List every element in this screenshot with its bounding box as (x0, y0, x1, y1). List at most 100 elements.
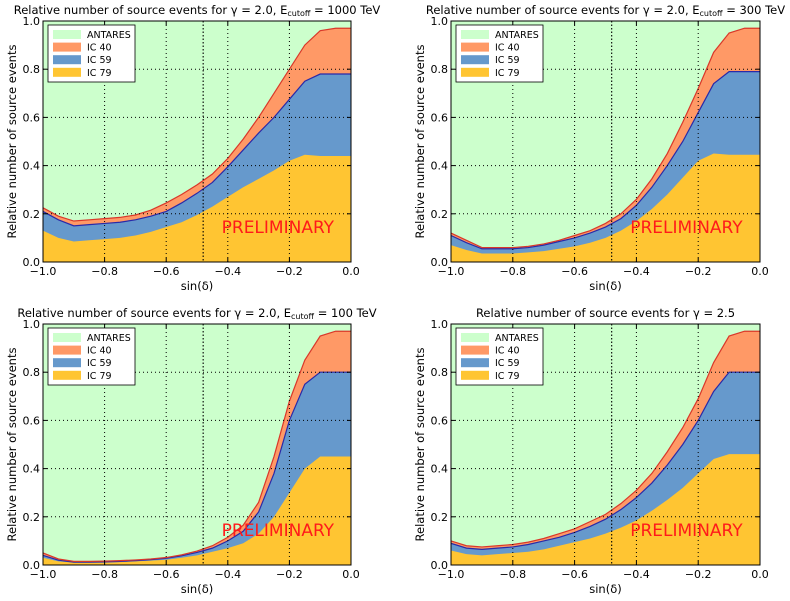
x-axis-label: sin(δ) (589, 279, 621, 293)
chart-panel-2: PRELIMINARY −1.0 −0.8 −0.6 −0.4 −0.2 0.0 0.0 0.2… (413, 3, 785, 293)
y-tick-label: 0.2 (431, 511, 449, 524)
x-tick-label: −0.4 (214, 265, 241, 278)
legend-label-ic-40: IC 40 (495, 346, 520, 357)
y-axis-label: Relative number of source events (5, 348, 19, 542)
x-tick-label: 0.0 (342, 568, 360, 581)
x-tick-label: −0.6 (153, 265, 180, 278)
legend-swatch-ic-40 (53, 345, 81, 355)
legend-swatch-antares (461, 30, 489, 39)
x-tick-label: −0.6 (561, 568, 588, 581)
y-tick-label: 0.4 (431, 463, 449, 476)
chart-title: Relative number of source events for γ =… (476, 306, 735, 320)
y-tick-label: 1.0 (23, 318, 41, 331)
legend-swatch-ic-59 (53, 55, 81, 65)
y-tick-label: 0.6 (23, 414, 41, 427)
area-ic-79 (43, 154, 351, 262)
legend-label-ic-40: IC 40 (87, 346, 112, 357)
y-tick-label: 0.2 (23, 511, 41, 524)
y-axis-label: Relative number of source events (413, 348, 427, 542)
x-axis-label: sin(δ) (589, 582, 621, 596)
watermark-text: PRELIMINARY (630, 521, 743, 541)
legend-label-ic-59: IC 59 (87, 358, 112, 369)
legend-label-ic-79: IC 79 (87, 68, 112, 79)
y-tick-label: 0.8 (23, 366, 41, 379)
legend-swatch-ic-59 (461, 55, 489, 65)
x-tick-label: −0.6 (561, 265, 588, 278)
legend-swatch-ic-79 (53, 67, 81, 77)
y-tick-label: 0.6 (431, 111, 449, 124)
legend-label-ic-40: IC 40 (87, 43, 112, 54)
legend-label-antares: ANTARES (495, 30, 539, 41)
title-main: Relative number of source events for γ =… (426, 3, 700, 17)
line-ic-40 (451, 27, 760, 249)
legend-label-ic-59: IC 59 (87, 55, 112, 66)
legend-swatch-ic-40 (461, 42, 489, 52)
y-tick-label: 0.0 (431, 559, 449, 572)
x-tick-label: −0.6 (153, 568, 180, 581)
y-tick-label: 1.0 (431, 15, 449, 28)
y-tick-label: 0.2 (23, 208, 41, 221)
x-tick-label: 0.0 (751, 568, 769, 581)
line-ic-40 (43, 27, 351, 222)
x-tick-label: 0.0 (751, 265, 769, 278)
legend-label-ic-79: IC 79 (495, 68, 520, 79)
x-tick-label: −1.0 (438, 265, 465, 278)
legend-label-antares: ANTARES (87, 333, 131, 344)
x-tick-label: 0.0 (342, 265, 360, 278)
x-tick-label: −0.8 (499, 568, 526, 581)
x-tick-label: −1.0 (438, 568, 465, 581)
y-tick-label: 0.4 (23, 160, 41, 173)
legend-label-ic-40: IC 40 (495, 43, 520, 54)
legend-label-antares: ANTARES (495, 333, 539, 344)
plot-frame (42, 323, 352, 566)
x-axis-label: sin(δ) (181, 582, 213, 596)
watermark-text: PRELIMINARY (222, 218, 335, 238)
legend-swatch-ic-40 (53, 42, 81, 52)
line-ic-59 (451, 371, 760, 550)
plot-frame (450, 20, 761, 263)
y-tick-label: 0.0 (431, 256, 449, 269)
y-tick-label: 0.8 (23, 63, 41, 76)
x-tick-label: −0.4 (623, 568, 650, 581)
y-tick-label: 1.0 (23, 15, 41, 28)
line-ic-40 (451, 330, 760, 548)
y-tick-label: 1.0 (431, 318, 449, 331)
plot-frame (450, 323, 761, 566)
x-tick-label: −0.2 (685, 568, 712, 581)
y-tick-label: 0.4 (23, 463, 41, 476)
chart-panel-4: PRELIMINARY −1.0 −0.8 −0.6 −0.4 −0.2 0.0 0.0 0.2… (413, 306, 769, 596)
watermark-text: PRELIMINARY (630, 218, 743, 238)
title-subscript: cutoff (287, 9, 311, 18)
x-tick-label: −1.0 (30, 265, 57, 278)
legend-label-ic-59: IC 59 (495, 55, 520, 66)
watermark-text: PRELIMINARY (222, 521, 335, 541)
x-tick-label: −0.2 (685, 265, 712, 278)
title-main: Relative number of source events for γ =… (476, 306, 735, 320)
legend-swatch-ic-59 (461, 358, 489, 368)
x-tick-label: −0.2 (276, 265, 303, 278)
legend-swatch-ic-79 (461, 370, 489, 380)
title-tail: = 1000 TeV (310, 3, 380, 17)
line-ic-59 (43, 73, 351, 227)
legend-swatch-antares (461, 333, 489, 342)
x-tick-label: −0.8 (91, 265, 118, 278)
title-main: Relative number of source events for γ =… (14, 3, 288, 17)
y-tick-label: 0.8 (431, 366, 449, 379)
chart-title: Relative number of source events for γ =… (426, 3, 785, 18)
legend-swatch-ic-79 (53, 370, 81, 380)
area-ic-79 (451, 153, 760, 262)
title-subscript: cutoff (291, 312, 315, 321)
chart-title: Relative number of source events for γ =… (14, 3, 381, 18)
legend-swatch-antares (53, 333, 81, 342)
y-tick-label: 0.6 (431, 414, 449, 427)
line-ic-59 (43, 371, 351, 563)
y-tick-label: 0.0 (23, 559, 41, 572)
title-subscript: cutoff (700, 9, 724, 18)
x-axis-label: sin(δ) (181, 279, 213, 293)
legend-swatch-ic-59 (53, 358, 81, 368)
title-tail: = 100 TeV (314, 306, 377, 320)
chart-panel-3: PRELIMINARY −1.0 −0.8 −0.6 −0.4 −0.2 0.0 0.0 0.2… (5, 306, 377, 596)
